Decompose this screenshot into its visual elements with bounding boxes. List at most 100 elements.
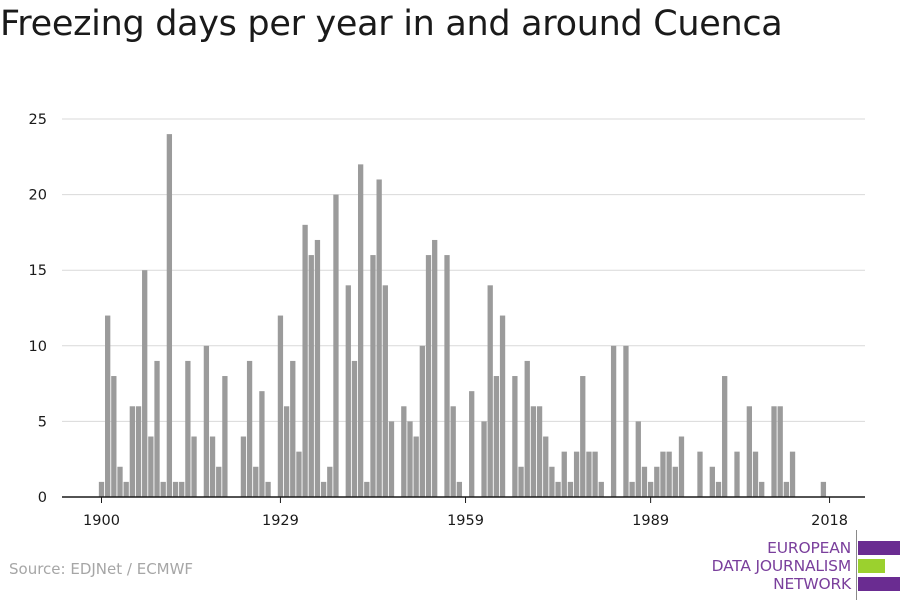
edjnet-logo: EUROPEAN DATA JOURNALISM NETWORK: [700, 530, 900, 600]
bar-1985: [623, 345, 629, 497]
y-tick-label: 25: [29, 112, 47, 128]
bar-1994: [678, 436, 685, 497]
logo-divider: [856, 530, 857, 600]
logo-line-data-journalism: DATA JOURNALISM: [711, 557, 852, 575]
bar-2007: [759, 481, 765, 497]
bar-1933: [302, 224, 308, 497]
bar-1954: [432, 239, 438, 497]
bar-1971: [536, 406, 543, 497]
bar-1949: [401, 406, 407, 497]
bar-2010: [777, 406, 783, 497]
x-tick-label: 1959: [447, 513, 484, 529]
bar-1980: [592, 451, 598, 497]
bar-1976: [567, 481, 574, 497]
bar-1912: [172, 481, 179, 497]
bar-2017: [820, 481, 827, 497]
bar-1909: [154, 360, 160, 497]
x-tick-label: 1900: [83, 513, 120, 529]
bar-1969: [524, 360, 530, 497]
bar-1915: [191, 436, 197, 497]
bar-1935: [314, 239, 321, 497]
bar-1929: [277, 315, 284, 497]
bar-1917: [203, 345, 210, 497]
bar-1974: [555, 481, 561, 497]
gridlines: [62, 118, 865, 422]
bar-2009: [771, 406, 777, 497]
bar-1988: [641, 466, 648, 497]
bar-1987: [635, 421, 641, 497]
bar-2012: [789, 451, 796, 497]
bar-1999: [709, 466, 715, 497]
bar-1958: [456, 481, 463, 497]
bar-1913: [179, 481, 185, 497]
bar-1962: [481, 421, 487, 497]
bar-1906: [135, 406, 142, 497]
bar-1989: [647, 481, 654, 497]
bar-2006: [752, 451, 759, 497]
bar-1936: [320, 481, 327, 497]
bar-1903: [117, 466, 123, 497]
bar-1997: [697, 451, 703, 497]
bar-1975: [561, 451, 567, 497]
bar-1918: [209, 436, 216, 497]
bar-1953: [425, 255, 432, 497]
bar-1931: [290, 360, 296, 497]
bar-1908: [148, 436, 154, 497]
bar-1914: [185, 360, 191, 497]
bar-1924: [246, 360, 253, 497]
y-tick-label: 15: [29, 263, 47, 279]
bar-2001: [722, 376, 728, 497]
bar-1905: [129, 406, 135, 497]
bar-1957: [450, 406, 456, 497]
bar-1978: [580, 376, 586, 497]
bar-1926: [259, 391, 265, 497]
bar-2011: [783, 481, 790, 497]
bar-1942: [357, 164, 364, 498]
bar-2005: [746, 406, 752, 497]
bar-1991: [660, 451, 666, 497]
bar-1902: [111, 376, 117, 497]
source-note: Source: EDJNet / ECMWF: [9, 560, 194, 578]
bars: [98, 134, 827, 498]
logo-bar-purple-bottom: [858, 577, 900, 591]
bar-1900: [98, 481, 105, 497]
logo-line-european: EUROPEAN: [767, 539, 851, 557]
bar-1970: [530, 406, 537, 497]
bar-1964: [493, 376, 500, 497]
bar-1901: [105, 315, 111, 497]
x-tick-label: 1989: [632, 513, 669, 529]
bar-1992: [666, 451, 672, 497]
bar-1963: [487, 285, 493, 497]
bar-1946: [382, 285, 388, 497]
y-tick-label: 10: [29, 339, 47, 355]
x-tick-label: 1929: [262, 513, 299, 529]
bar-1941: [351, 360, 358, 497]
bar-1993: [672, 466, 678, 497]
y-tick-label: 20: [29, 188, 47, 204]
bar-2000: [715, 481, 722, 497]
bar-1979: [586, 451, 592, 497]
bar-1925: [253, 466, 259, 497]
logo-bar-green: [858, 559, 885, 573]
bar-1952: [419, 345, 425, 497]
bar-1919: [216, 466, 222, 497]
axes: 0 5 10 15 20 25 1900 1929 1959 1989 2018: [29, 112, 865, 529]
bar-1973: [549, 466, 555, 497]
logo-bar-purple-top: [858, 541, 900, 555]
bar-1938: [333, 194, 339, 497]
bar-1910: [160, 481, 166, 497]
bar-1944: [370, 255, 376, 497]
bar-1951: [413, 436, 419, 497]
bar-1965: [499, 315, 506, 497]
bar-1956: [444, 255, 450, 497]
bar-1983: [610, 345, 617, 497]
bar-1904: [123, 481, 129, 497]
bar-1981: [598, 481, 604, 497]
bar-1932: [296, 451, 302, 497]
bar-1937: [327, 466, 333, 497]
bar-1920: [222, 376, 228, 497]
bar-1943: [364, 481, 370, 497]
bar-1945: [376, 179, 382, 498]
x-tick-label: 2018: [811, 513, 848, 529]
